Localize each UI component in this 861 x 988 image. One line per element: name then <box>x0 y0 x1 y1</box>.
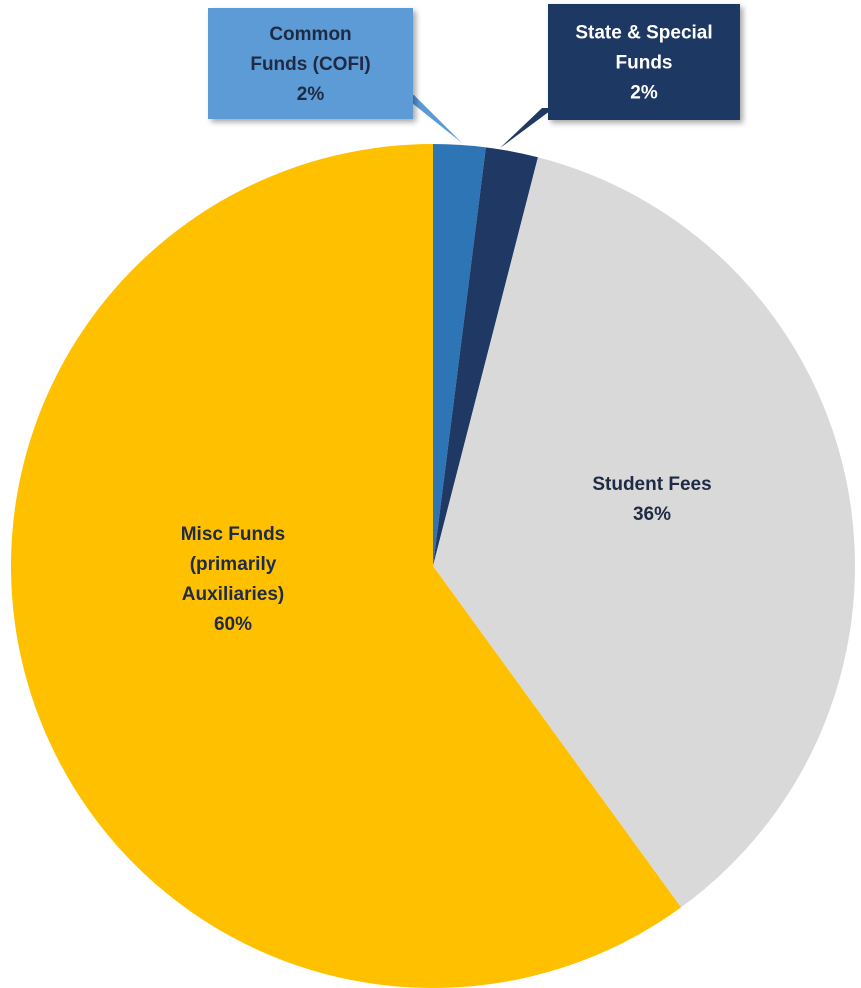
slice-name-label: Misc Funds <box>181 524 286 545</box>
callout-box-1 <box>548 4 740 120</box>
pie-slices <box>10 144 856 988</box>
slice-name-label: Funds (COFI) <box>250 54 370 75</box>
slice-name-label: Auxiliaries) <box>182 584 284 605</box>
pie-slice-2 <box>433 157 856 908</box>
slice-name-label: Student Fees <box>592 474 711 495</box>
callout-leader-lines <box>402 95 554 148</box>
slice-percent-label: 36% <box>633 504 671 525</box>
callout-box-0 <box>208 8 413 119</box>
pie-slice-0 <box>433 144 486 566</box>
pie-slice-3 <box>10 144 682 988</box>
slice-name-label: State & Special <box>575 23 712 44</box>
pie-slice-1 <box>433 147 538 567</box>
callout-leader-0 <box>402 95 462 143</box>
slice-name-label: Common <box>269 24 351 45</box>
slice-percent-label: 2% <box>297 84 325 105</box>
slice-percent-label: 60% <box>214 614 252 635</box>
slice-percent-label: 2% <box>630 83 658 104</box>
slice-name-label: Funds <box>616 53 673 74</box>
callout-leader-1 <box>500 108 554 148</box>
slice-labels: Common Funds (COFI) 2% State & Special Funds… <box>181 4 740 635</box>
slice-name-label: (primarily <box>190 554 277 575</box>
